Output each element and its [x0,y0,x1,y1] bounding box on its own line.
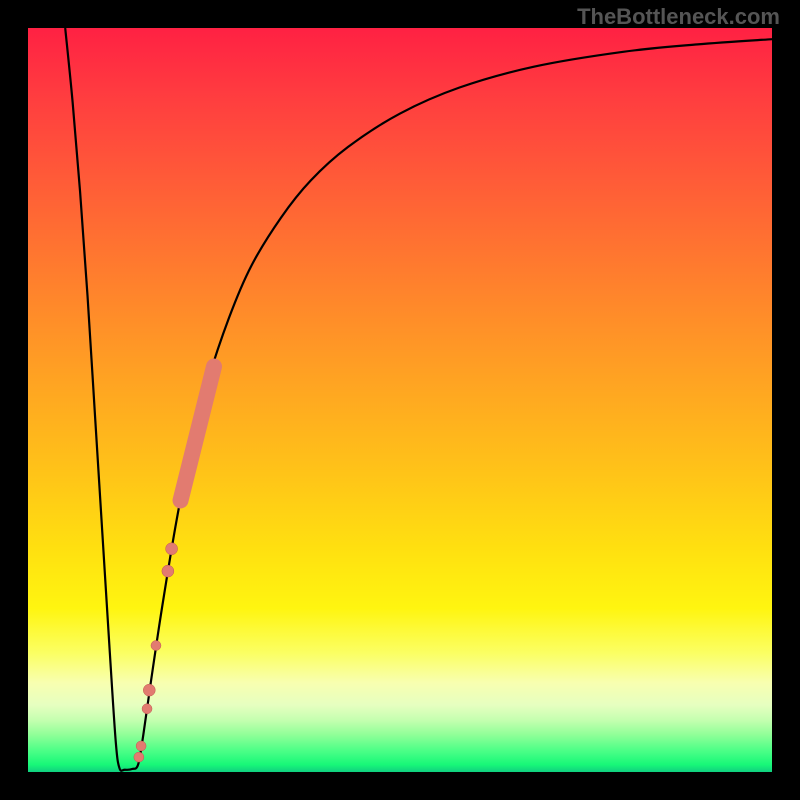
marker-dot [162,565,174,577]
marker-dot [136,741,146,751]
marker-dot [134,752,144,762]
watermark-text: TheBottleneck.com [577,4,780,30]
chart-frame: TheBottleneck.com [0,0,800,800]
gradient-background [28,28,772,772]
chart-svg [28,28,772,772]
plot-area [28,28,772,772]
marker-dot [142,704,152,714]
marker-dot [143,684,155,696]
marker-dot [166,543,178,555]
marker-dot [151,641,161,651]
